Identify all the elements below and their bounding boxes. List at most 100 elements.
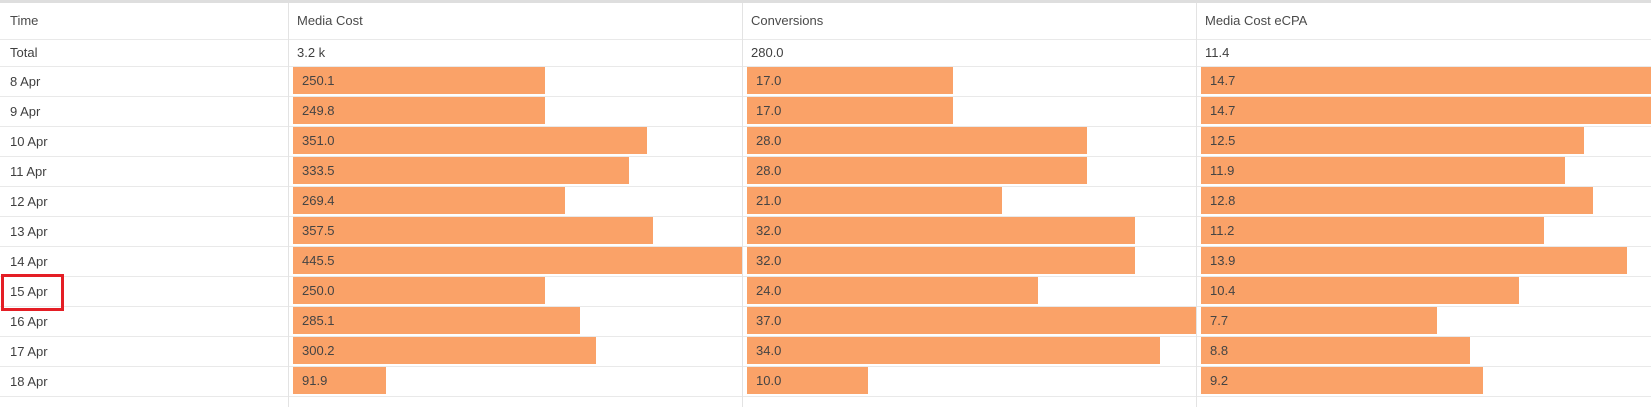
ecpa-value: 10.4 xyxy=(1210,283,1236,298)
ecpa-value: 14.7 xyxy=(1210,103,1236,118)
table-row: 17 Apr 300.2 34.0 8.8 xyxy=(0,337,1651,367)
ecpa-value: 11.2 xyxy=(1210,223,1235,238)
ecpa-bar: 14.7 xyxy=(1201,97,1651,124)
ecpa-value: 12.5 xyxy=(1210,133,1236,148)
table-row: 11 Apr 333.5 28.0 11.9 xyxy=(0,157,1651,187)
conversions-cell: 32.0 xyxy=(742,217,1196,246)
table-row: 10 Apr 351.0 28.0 12.5 xyxy=(0,127,1651,157)
ecpa-cell: 8.8 xyxy=(1196,337,1651,366)
media-cost-cell: 91.9 xyxy=(288,367,742,396)
conversions-bar: 28.0 xyxy=(747,157,1087,184)
table-row: 18 Apr 91.9 10.0 9.2 xyxy=(0,367,1651,397)
row-label-14-apr[interactable]: 14 Apr xyxy=(10,254,48,269)
ecpa-bar: 8.8 xyxy=(1201,337,1471,364)
ecpa-cell: 7.7 xyxy=(1196,307,1651,336)
ecpa-cell: 14.7 xyxy=(1196,97,1651,126)
media-cost-cell: 250.0 xyxy=(288,277,742,306)
row-label-9-apr[interactable]: 9 Apr xyxy=(10,104,41,119)
row-label-18-apr[interactable]: 18 Apr xyxy=(10,374,48,389)
row-label-10-apr[interactable]: 10 Apr xyxy=(10,134,48,149)
ecpa-cell: 12.5 xyxy=(1196,127,1651,156)
ecpa-cell: 12.8 xyxy=(1196,187,1651,216)
conversions-value: 17.0 xyxy=(756,73,782,88)
table-body: 8 Apr 250.1 17.0 14.7 9 Apr 249.8 17.0 14.7 10 A… xyxy=(0,67,1651,397)
total-row-label: Total xyxy=(10,45,38,60)
row-label-13-apr[interactable]: 13 Apr xyxy=(10,224,48,239)
media-cost-cell: 249.8 xyxy=(288,97,742,126)
ecpa-value: 12.8 xyxy=(1210,193,1236,208)
media-cost-bar: 250.1 xyxy=(293,67,546,94)
ecpa-cell: 11.9 xyxy=(1196,157,1651,186)
media-cost-value: 300.2 xyxy=(302,343,335,358)
media-cost-cell: 357.5 xyxy=(288,217,742,246)
conversions-cell: 21.0 xyxy=(742,187,1196,216)
conversions-cell: 10.0 xyxy=(742,367,1196,396)
media-cost-value: 351.0 xyxy=(302,133,335,148)
column-header-ecpa[interactable]: Media Cost eCPA xyxy=(1205,13,1308,28)
conversions-value: 28.0 xyxy=(756,133,782,148)
column-header-conversions[interactable]: Conversions xyxy=(751,13,824,28)
media-cost-cell: 250.1 xyxy=(288,67,742,96)
ecpa-cell: 9.2 xyxy=(1196,367,1651,396)
total-ecpa-value: 11.4 xyxy=(1205,45,1230,60)
annotation-highlight-box xyxy=(1,274,64,311)
column-divider xyxy=(1196,3,1197,407)
conversions-value: 21.0 xyxy=(756,193,782,208)
table-row: 16 Apr 285.1 37.0 7.7 xyxy=(0,307,1651,337)
table-row: 14 Apr 445.5 32.0 13.9 xyxy=(0,247,1651,277)
media-cost-bar: 285.1 xyxy=(293,307,581,334)
media-cost-value: 91.9 xyxy=(302,373,328,388)
row-label-11-apr[interactable]: 11 Apr xyxy=(10,164,47,179)
conversions-value: 24.0 xyxy=(756,283,782,298)
column-divider xyxy=(288,3,289,407)
media-cost-bar: 357.5 xyxy=(293,217,654,244)
row-label-12-apr[interactable]: 12 Apr xyxy=(10,194,48,209)
ecpa-bar: 10.4 xyxy=(1201,277,1520,304)
ecpa-cell: 14.7 xyxy=(1196,67,1651,96)
conversions-bar: 28.0 xyxy=(747,127,1087,154)
conversions-bar: 32.0 xyxy=(747,217,1136,244)
row-label-8-apr[interactable]: 8 Apr xyxy=(10,74,41,89)
ecpa-bar: 13.9 xyxy=(1201,247,1627,274)
media-cost-cell: 445.5 xyxy=(288,247,742,276)
table-header-row: Time Media Cost Conversions Media Cost e… xyxy=(0,3,1651,40)
media-cost-bar: 250.0 xyxy=(293,277,545,304)
conversions-value: 32.0 xyxy=(756,253,782,268)
conversions-value: 37.0 xyxy=(756,313,782,328)
media-cost-bar: 91.9 xyxy=(293,367,386,394)
top-edge-strip xyxy=(0,0,1651,3)
conversions-cell: 34.0 xyxy=(742,337,1196,366)
table-row: 13 Apr 357.5 32.0 11.2 xyxy=(0,217,1651,247)
table-row: 8 Apr 250.1 17.0 14.7 xyxy=(0,67,1651,97)
conversions-cell: 28.0 xyxy=(742,127,1196,156)
ecpa-cell: 11.2 xyxy=(1196,217,1651,246)
conversions-value: 10.0 xyxy=(756,373,782,388)
row-label-15-apr[interactable]: 15 Apr xyxy=(10,284,48,299)
table-row: 12 Apr 269.4 21.0 12.8 xyxy=(0,187,1651,217)
ecpa-cell: 10.4 xyxy=(1196,277,1651,306)
conversions-bar: 17.0 xyxy=(747,67,954,94)
column-header-time[interactable]: Time xyxy=(10,13,39,28)
media-cost-value: 285.1 xyxy=(302,313,335,328)
conversions-bar: 32.0 xyxy=(747,247,1136,274)
media-cost-bar: 351.0 xyxy=(293,127,647,154)
media-cost-value: 269.4 xyxy=(302,193,335,208)
media-cost-value: 357.5 xyxy=(302,223,335,238)
media-cost-cell: 285.1 xyxy=(288,307,742,336)
total-media-cost-value: 3.2 k xyxy=(297,45,326,60)
ecpa-bar: 7.7 xyxy=(1201,307,1437,334)
conversions-value: 32.0 xyxy=(756,223,782,238)
row-label-17-apr[interactable]: 17 Apr xyxy=(10,344,48,359)
ecpa-value: 13.9 xyxy=(1210,253,1236,268)
ecpa-cell: 13.9 xyxy=(1196,247,1651,276)
ecpa-bar: 11.2 xyxy=(1201,217,1544,244)
media-cost-cell: 300.2 xyxy=(288,337,742,366)
media-cost-cell: 333.5 xyxy=(288,157,742,186)
conversions-cell: 17.0 xyxy=(742,97,1196,126)
column-header-media-cost[interactable]: Media Cost xyxy=(297,13,363,28)
conversions-bar: 21.0 xyxy=(747,187,1002,214)
row-label-16-apr[interactable]: 16 Apr xyxy=(10,314,48,329)
ecpa-value: 11.9 xyxy=(1210,163,1235,178)
conversions-bar: 10.0 xyxy=(747,367,869,394)
